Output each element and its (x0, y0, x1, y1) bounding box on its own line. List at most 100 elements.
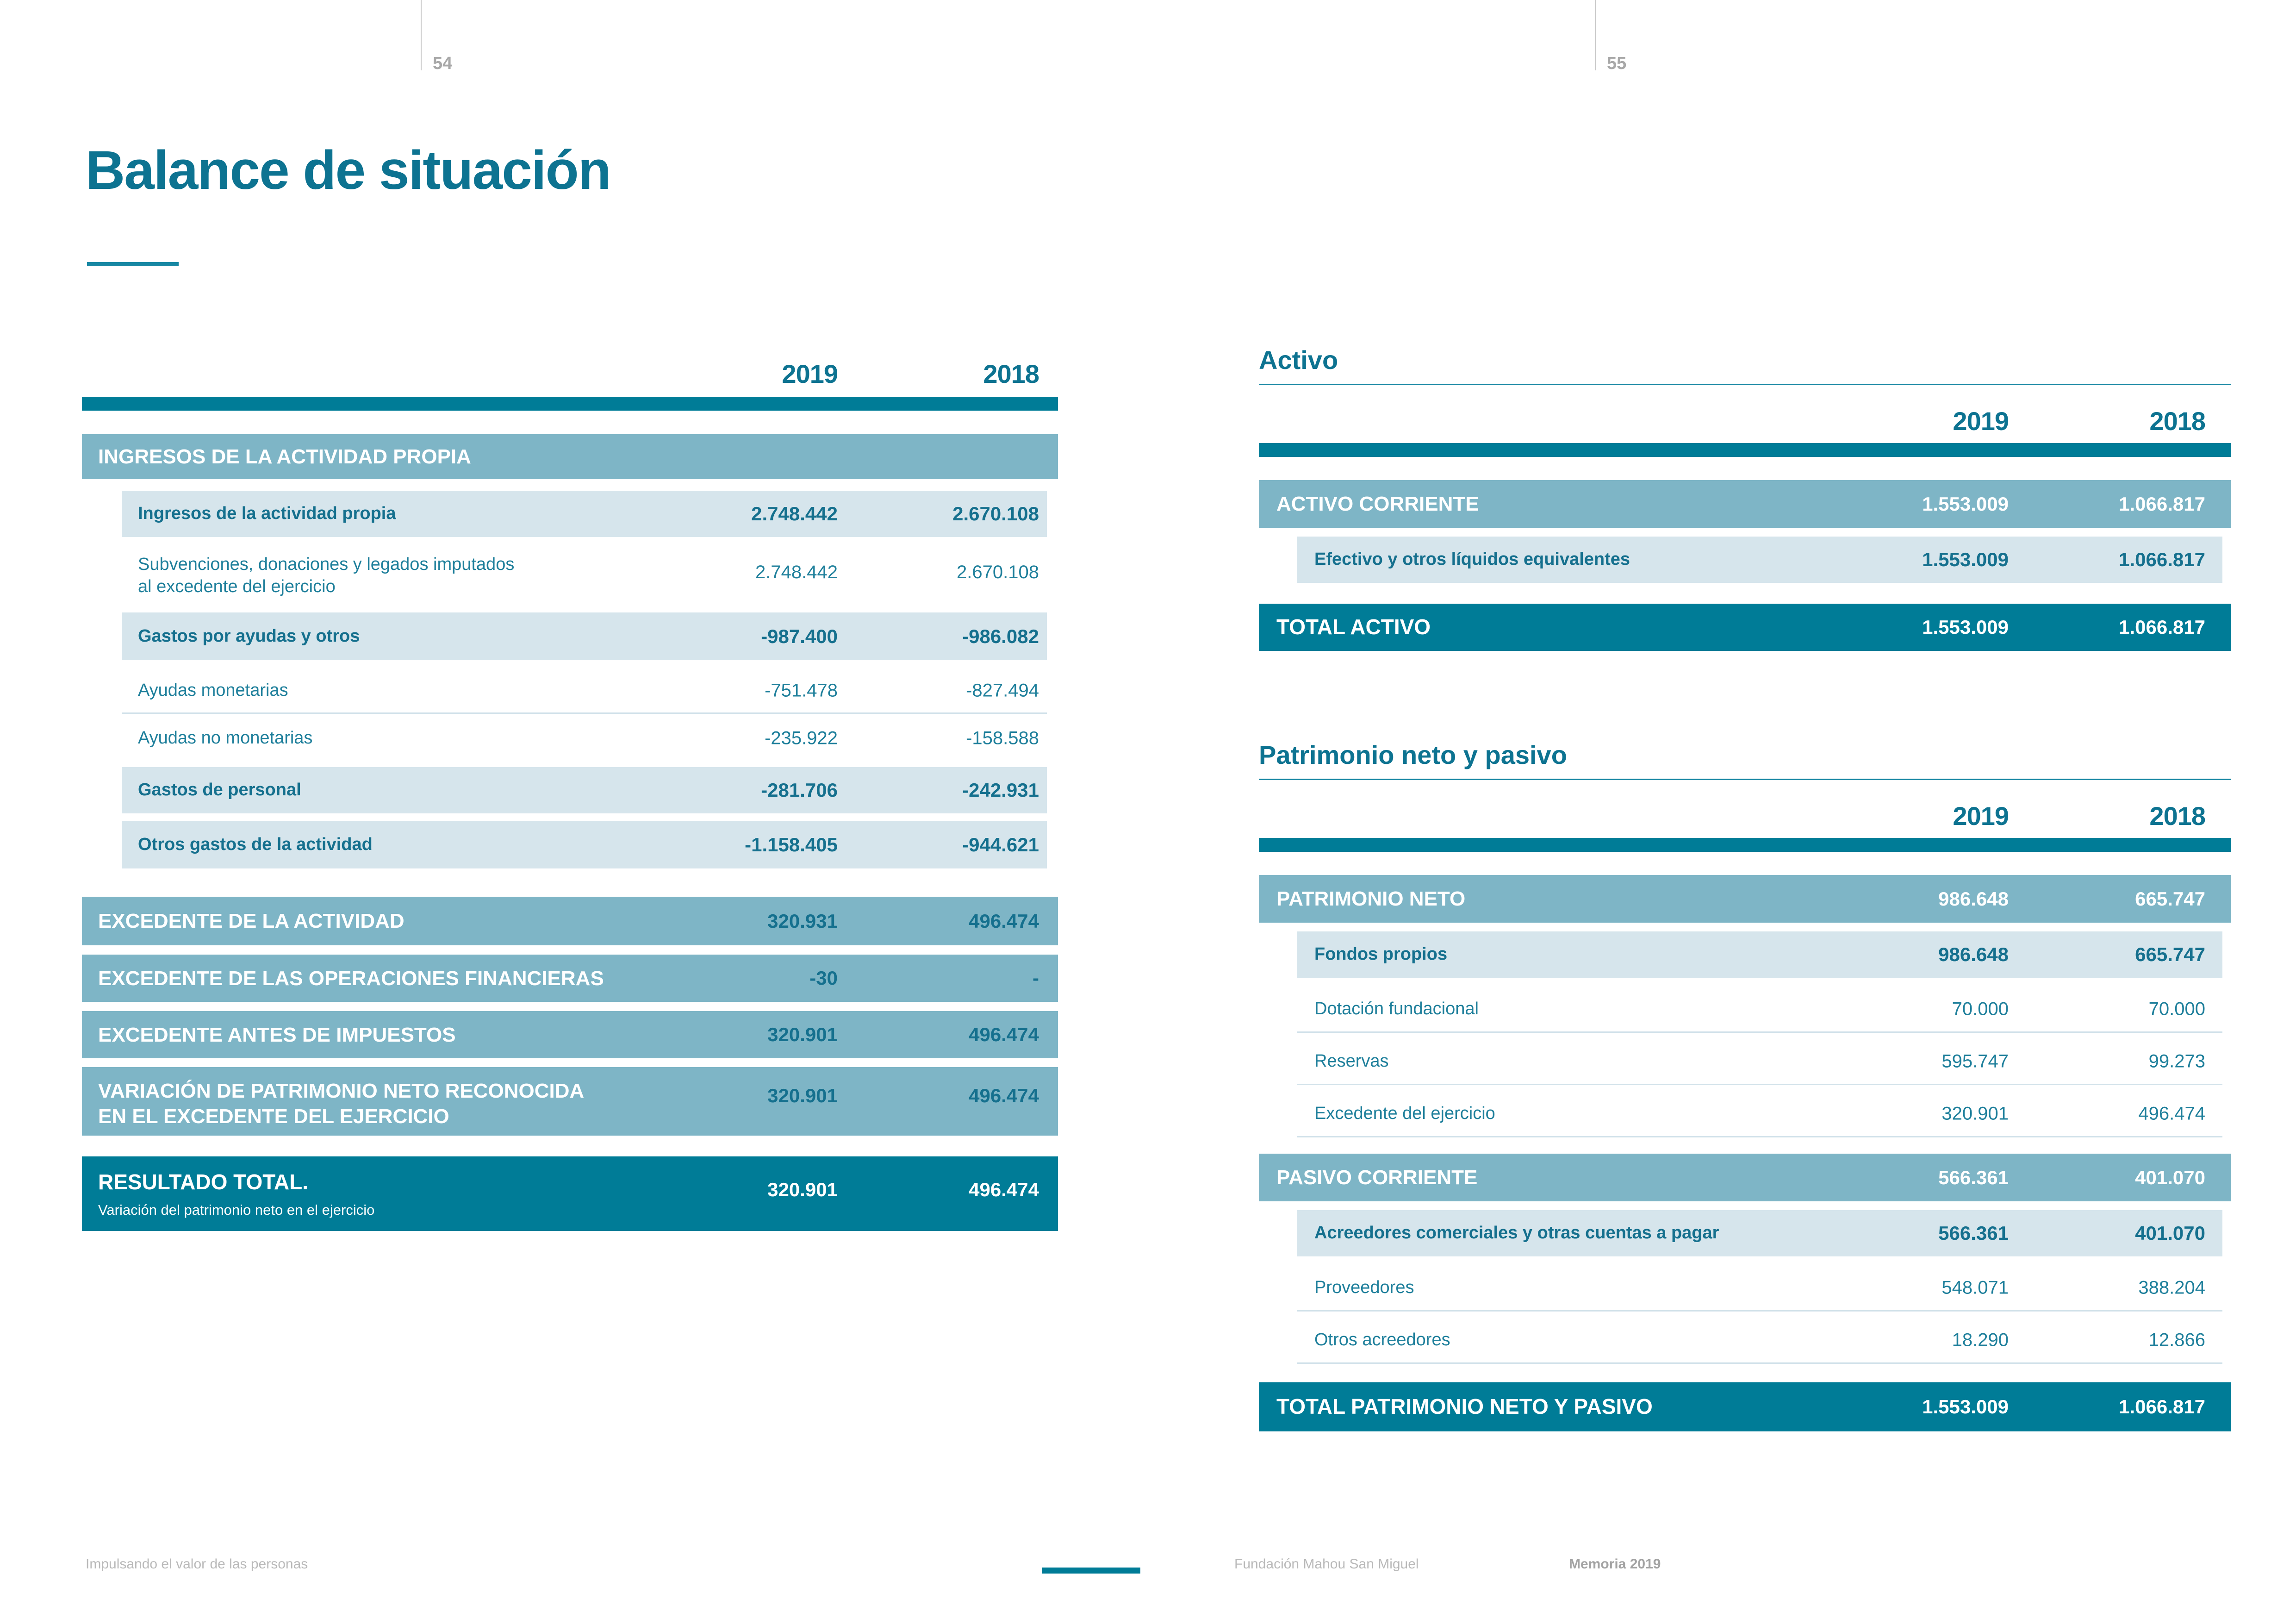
row-resultado-total: RESULTADO TOTAL. Variación del patrimoni… (82, 1156, 1058, 1231)
value-2018: 70.000 (2148, 999, 2205, 1019)
value-2018: - (1033, 967, 1039, 989)
value-2019: 1.553.009 (1922, 549, 2009, 570)
value-2018: 496.474 (2138, 1103, 2205, 1124)
column-header-2018: 2018 (2149, 801, 2206, 831)
table-top-bar (1259, 443, 2231, 457)
row-label: Otros gastos de la actividad (138, 834, 373, 854)
value-2018: 2.670.108 (957, 562, 1039, 582)
patrimonio-heading-rule (1259, 779, 2231, 780)
value-2019: 566.361 (1938, 1222, 2009, 1244)
value-2019: 986.648 (1938, 943, 2009, 965)
row-label: INGRESOS DE LA ACTIVIDAD PROPIA (98, 445, 471, 468)
row-ingresos-section: INGRESOS DE LA ACTIVIDAD PROPIA (82, 434, 1058, 479)
patrimonio-heading: Patrimonio neto y pasivo (1259, 740, 1567, 769)
column-header-2019: 2019 (782, 359, 838, 388)
value-2019: 320.901 (767, 1024, 838, 1045)
row-label: Efectivo y otros líquidos equivalentes (1314, 550, 1630, 569)
page-number-right: 55 (1607, 54, 1627, 73)
row-label: Ayudas monetarias (138, 681, 288, 700)
column-headers: 2019 2018 (1259, 406, 2231, 436)
activo-heading-rule (1259, 384, 2231, 385)
column-header-2019: 2019 (1953, 801, 2009, 831)
row-label-line2: EN EL EXCEDENTE DEL EJERCICIO (98, 1105, 449, 1128)
value-2018: 401.070 (2135, 1166, 2205, 1188)
value-2019: 320.901 (767, 1179, 838, 1200)
page-divider-line-right (1595, 0, 1596, 70)
page-divider-line-left (421, 0, 422, 70)
row-activo-corriente: ACTIVO CORRIENTE 1.553.009 1.066.817 (1259, 480, 2231, 528)
column-headers: 2019 2018 (1259, 801, 2231, 831)
value-2018: 665.747 (2135, 943, 2205, 965)
activo-table: Activo 2019 2018 ACTIVO CORRIENTE 1.553.… (1259, 345, 2231, 651)
row-excedente-actividad: EXCEDENTE DE LA ACTIVIDAD 320.931 496.47… (82, 897, 1058, 945)
income-statement-table: 2019 2018 INGRESOS DE LA ACTIVIDAD PROPI… (82, 356, 1058, 1231)
value-2019: 1.553.009 (1922, 616, 2009, 638)
row-label: Fondos propios (1314, 944, 1448, 964)
column-headers: 2019 2018 (82, 356, 1058, 389)
value-2018: 1.066.817 (2119, 616, 2205, 638)
row-label: ACTIVO CORRIENTE (1276, 493, 1479, 515)
value-2019: -30 (809, 967, 838, 989)
row-label: Gastos de personal (138, 780, 301, 800)
row-label: Acreedores comerciales y otras cuentas a… (1314, 1223, 1719, 1243)
value-2019: -751.478 (765, 680, 838, 701)
row-excedente-operaciones-financieras: EXCEDENTE DE LAS OPERACIONES FINANCIERAS… (82, 955, 1058, 1002)
footer-tagline: Impulsando el valor de las personas (86, 1556, 308, 1572)
row-total-activo: TOTAL ACTIVO 1.553.009 1.066.817 (1259, 604, 2231, 651)
value-2018: 1.066.817 (2119, 493, 2205, 515)
row-label-line2: al excedente del ejercicio (138, 576, 336, 596)
row-label: PATRIMONIO NETO (1276, 887, 1466, 910)
row-ayudas-no-monetarias: Ayudas no monetarias -235.922 -158.588 (122, 717, 1047, 760)
row-excedente-ejercicio: Excedente del ejercicio 320.901 496.474 (1297, 1090, 2222, 1137)
row-subtitle: Variación del patrimonio neto en el ejer… (98, 1202, 375, 1218)
activo-heading: Activo (1259, 345, 1338, 375)
value-2018: 665.747 (2135, 887, 2205, 910)
value-2018: 2.670.108 (952, 503, 1039, 525)
value-2019: -235.922 (765, 728, 838, 749)
table-top-bar (1259, 838, 2231, 852)
value-2018: 1.066.817 (2119, 1396, 2205, 1418)
value-2019: 986.648 (1938, 887, 2009, 910)
value-2018: 496.474 (969, 910, 1039, 932)
row-ayudas-monetarias: Ayudas monetarias -751.478 -827.494 (122, 668, 1047, 714)
value-2018: 388.204 (2138, 1277, 2205, 1298)
value-2019: 320.931 (767, 910, 838, 932)
row-pasivo-corriente: PASIVO CORRIENTE 566.361 401.070 (1259, 1154, 2231, 1201)
value-2018: 496.474 (969, 1024, 1039, 1045)
row-variacion-patrimonio: VARIACIÓN DE PATRIMONIO NETO RECONOCIDA … (82, 1067, 1058, 1136)
column-header-2018: 2018 (983, 359, 1039, 388)
value-2018: -158.588 (966, 728, 1039, 749)
row-label: EXCEDENTE ANTES DE IMPUESTOS (98, 1023, 456, 1046)
row-fondos-propios: Fondos propios 986.648 665.747 (1297, 931, 2222, 978)
value-2018: 401.070 (2135, 1222, 2205, 1244)
row-patrimonio-neto: PATRIMONIO NETO 986.648 665.747 (1259, 875, 2231, 923)
value-2019: 566.361 (1938, 1166, 2009, 1188)
value-2019: 18.290 (1952, 1330, 2009, 1350)
row-efectivo: Efectivo y otros líquidos equivalentes 1… (1297, 537, 2222, 583)
row-label: Reservas (1314, 1051, 1389, 1071)
row-label: TOTAL ACTIVO (1276, 615, 1431, 639)
value-2019: 1.553.009 (1922, 493, 2009, 515)
row-label: Gastos por ayudas y otros (138, 626, 360, 646)
value-2018: 99.273 (2148, 1051, 2205, 1071)
footer-dash (1042, 1568, 1140, 1574)
row-proveedores: Proveedores 548.071 388.204 (1297, 1264, 2222, 1312)
value-2018: 496.474 (969, 1085, 1039, 1106)
value-2018: -242.931 (962, 779, 1039, 801)
row-subvenciones: Subvenciones, donaciones y legados imput… (122, 544, 1047, 604)
value-2019: -281.706 (761, 779, 838, 801)
value-2018: 1.066.817 (2119, 549, 2205, 570)
row-label: Excedente del ejercicio (1314, 1103, 1495, 1123)
row-label: PASIVO CORRIENTE (1276, 1166, 1478, 1189)
row-excedente-antes-impuestos: EXCEDENTE ANTES DE IMPUESTOS 320.901 496… (82, 1011, 1058, 1058)
value-2019: 320.901 (767, 1085, 838, 1106)
value-2018: 12.866 (2148, 1330, 2205, 1350)
table-top-bar (82, 397, 1058, 411)
row-label-line1: Subvenciones, donaciones y legados imput… (138, 555, 515, 574)
value-2019: -1.158.405 (745, 833, 838, 856)
value-2019: 548.071 (1941, 1277, 2009, 1298)
value-2018: -827.494 (966, 680, 1039, 701)
row-gastos-personal: Gastos de personal -281.706 -242.931 (122, 767, 1047, 813)
row-label: TOTAL PATRIMONIO NETO Y PASIVO (1276, 1394, 1653, 1419)
